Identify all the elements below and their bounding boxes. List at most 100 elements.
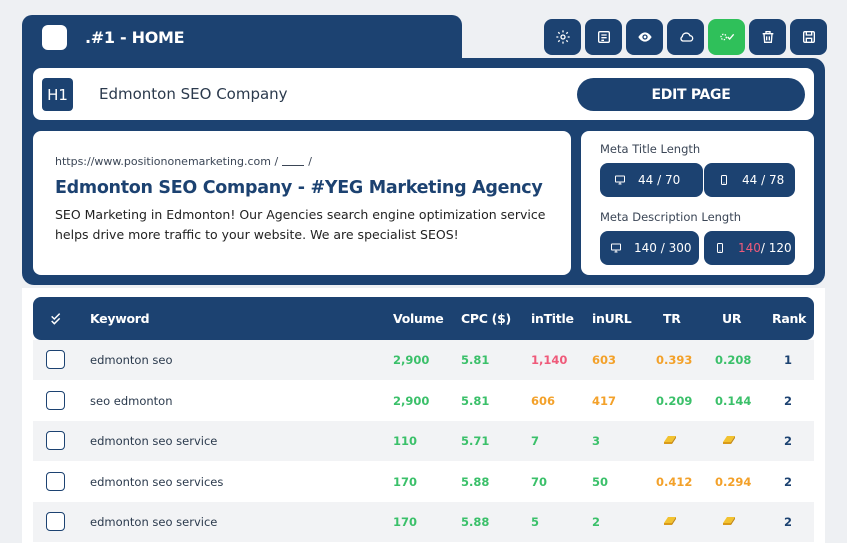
ur-cell: 0.208	[715, 353, 752, 367]
tr-cell: 0.393	[656, 353, 693, 367]
row-checkbox[interactable]	[46, 431, 65, 450]
h1-text: Edmonton SEO Company	[99, 85, 288, 103]
gold-bar-icon	[721, 432, 737, 449]
mobile-icon	[717, 243, 723, 253]
toolbar	[544, 19, 827, 55]
intitle-cell: 70	[531, 474, 548, 489]
col-volume[interactable]: Volume	[393, 311, 444, 326]
h1-row: H1 Edmonton SEO Company EDIT PAGE	[33, 68, 814, 120]
row-checkbox[interactable]	[46, 471, 65, 491]
table-row[interactable]: edmonton seo services 170 5.88 70 50 0.412 0.2…	[33, 462, 814, 502]
approve-icon	[719, 33, 734, 41]
cpc-cell: 5.88	[461, 515, 490, 529]
keyword-cell: seo edmonton	[90, 393, 173, 408]
ur-cell: 0.294	[715, 474, 752, 489]
gold-bar-icon	[662, 432, 678, 449]
meta-title-mobile: 44 / 78	[704, 163, 795, 197]
inurl-cell: 417	[592, 393, 617, 408]
table-row[interactable]: seo edmonton 2,900 5.81 606 417 0.209 0.144 2	[33, 381, 814, 421]
cpc-cell: 5.71	[461, 434, 490, 448]
col-cpc[interactable]: CPC ($)	[461, 311, 511, 326]
keyword-cell: edmonton seo service	[90, 515, 218, 529]
col-rank[interactable]: Rank	[772, 311, 807, 326]
tr-cell: 0.209	[656, 393, 693, 408]
eye-icon	[637, 32, 652, 42]
page-select-checkbox[interactable]	[42, 25, 67, 50]
cpc-cell: 5.81	[461, 393, 490, 408]
keyword-cell: edmonton seo services	[90, 474, 224, 489]
inurl-cell: 2	[592, 515, 601, 529]
inurl-cell: 603	[592, 353, 617, 367]
page-header-tab: .#1 - HOME	[22, 15, 462, 65]
serp-preview: https://www.positiononemarketing.com / / …	[33, 131, 571, 275]
meta-lengths-card: Meta Title Length 44 / 70 44 / 78 Meta D…	[581, 131, 814, 275]
preview-button[interactable]	[626, 19, 663, 55]
table-header: Keyword Volume CPC ($) inTitle inURL TR …	[33, 297, 814, 340]
gold-bar-icon	[721, 513, 737, 530]
col-ur[interactable]: UR	[722, 311, 742, 326]
volume-cell: 170	[393, 474, 418, 489]
rank-cell: 2	[784, 515, 793, 529]
cloud-icon	[679, 32, 693, 42]
cloud-button[interactable]	[667, 19, 704, 55]
rank-cell: 2	[784, 434, 793, 448]
table-row[interactable]: edmonton seo 2,900 5.81 1,140 603 0.393 0.208 1	[33, 340, 814, 380]
approve-button[interactable]	[708, 19, 745, 55]
meta-desc-desktop: 140 / 300	[600, 231, 699, 265]
cpc-cell: 5.81	[461, 353, 490, 367]
settings-button[interactable]	[544, 19, 581, 55]
serp-url: https://www.positiononemarketing.com / /	[55, 155, 549, 168]
intitle-cell: 5	[531, 515, 540, 529]
trash-icon	[762, 31, 773, 43]
ur-cell: 0.144	[715, 393, 752, 408]
mobile-icon	[721, 175, 727, 185]
intitle-cell: 1,140	[531, 353, 568, 367]
keyword-cell: edmonton seo	[90, 353, 173, 367]
meta-title-label: Meta Title Length	[600, 142, 701, 156]
page-title: .#1 - HOME	[85, 28, 185, 47]
serp-url-end: /	[308, 155, 312, 168]
save-icon	[802, 31, 815, 43]
col-inurl[interactable]: inURL	[592, 311, 632, 326]
select-all-icon[interactable]	[49, 311, 65, 327]
gold-bar-icon	[662, 513, 678, 530]
table-row[interactable]: edmonton seo service 170 5.88 5 2 2	[33, 502, 814, 542]
meta-desc-label: Meta Description Length	[600, 210, 742, 224]
inurl-cell: 50	[592, 474, 609, 489]
intitle-cell: 7	[531, 434, 540, 448]
volume-cell: 2,900	[393, 353, 430, 367]
edit-page-button[interactable]: EDIT PAGE	[577, 78, 805, 111]
delete-button[interactable]	[749, 19, 786, 55]
row-checkbox[interactable]	[46, 512, 65, 531]
tr-cell: 0.412	[656, 474, 693, 489]
meta-title-desktop: 44 / 70	[600, 163, 703, 197]
url-slug-blank[interactable]	[282, 156, 305, 166]
inurl-cell: 3	[592, 434, 601, 448]
intitle-cell: 606	[531, 393, 556, 408]
desktop-icon	[611, 243, 621, 253]
notes-icon	[597, 31, 610, 43]
volume-cell: 170	[393, 515, 418, 529]
cpc-cell: 5.88	[461, 474, 490, 489]
rank-cell: 2	[784, 393, 793, 408]
rank-cell: 2	[784, 474, 793, 489]
meta-desc-mobile: 140 / 120	[704, 231, 795, 265]
col-intitle[interactable]: inTitle	[531, 311, 574, 326]
keyword-cell: edmonton seo service	[90, 434, 218, 448]
gear-icon	[555, 30, 570, 44]
row-checkbox[interactable]	[46, 350, 65, 369]
serp-url-domain: https://www.positiononemarketing.com /	[55, 155, 279, 168]
notes-button[interactable]	[585, 19, 622, 55]
volume-cell: 110	[393, 434, 418, 448]
h1-badge: H1	[42, 78, 73, 111]
serp-title: Edmonton SEO Company - #YEG Marketing Ag…	[55, 178, 543, 198]
col-tr[interactable]: TR	[663, 311, 681, 326]
col-keyword[interactable]: Keyword	[90, 311, 150, 326]
serp-description: SEO Marketing in Edmonton! Our Agencies …	[55, 207, 546, 242]
save-button[interactable]	[790, 19, 827, 55]
row-checkbox[interactable]	[46, 390, 65, 410]
desktop-icon	[615, 175, 625, 185]
rank-cell: 1	[784, 353, 793, 367]
table-row[interactable]: edmonton seo service 110 5.71 7 3 2	[33, 421, 814, 461]
volume-cell: 2,900	[393, 393, 430, 408]
